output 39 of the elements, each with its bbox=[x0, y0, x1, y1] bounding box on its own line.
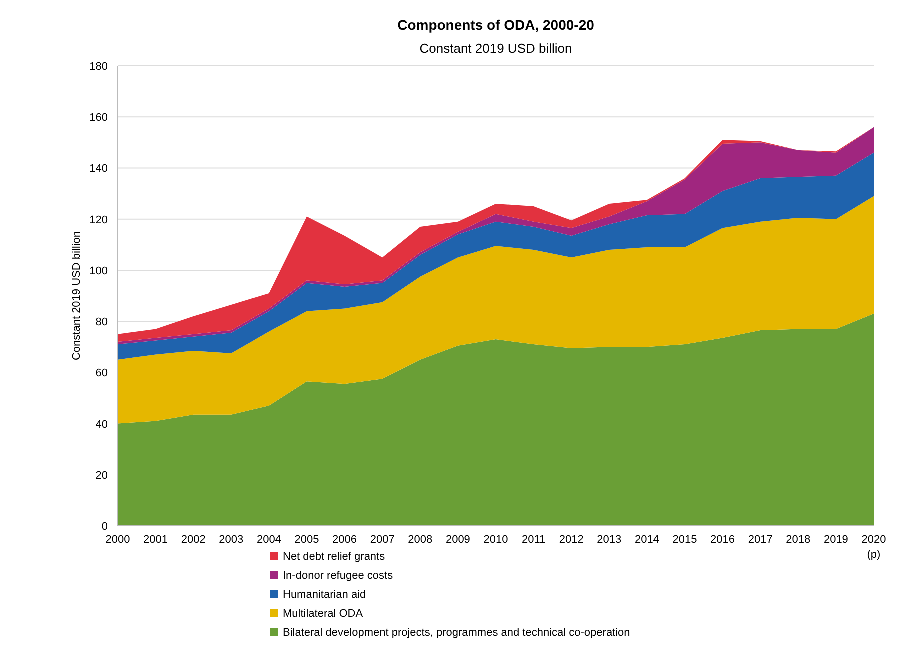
y-tick-label: 100 bbox=[90, 265, 108, 278]
y-tick-label: 0 bbox=[102, 521, 108, 533]
x-tick-label: 2009 bbox=[446, 534, 470, 546]
x-tick-label: 2014 bbox=[634, 534, 660, 546]
legend-label: Humanitarian aid bbox=[283, 589, 366, 601]
y-tick-label: 120 bbox=[90, 214, 108, 226]
legend-label: Multilateral ODA bbox=[283, 608, 364, 620]
y-tick-label: 40 bbox=[96, 418, 108, 431]
x-tick-label: 2011 bbox=[522, 534, 546, 546]
y-axis-title: Constant 2019 USD billion bbox=[71, 231, 83, 361]
x-tick-label: 2005 bbox=[294, 534, 320, 546]
x-tick-label: 2012 bbox=[559, 534, 584, 546]
chart-title: Components of ODA, 2000-20 bbox=[398, 17, 595, 33]
x-tick-label: 2006 bbox=[332, 534, 358, 546]
chart-subtitle: Constant 2019 USD billion bbox=[420, 41, 572, 56]
legend-label: Bilateral development projects, programmes and technical co-operation bbox=[283, 627, 630, 639]
x-tick-label: 2008 bbox=[408, 534, 433, 546]
y-tick-label: 140 bbox=[90, 163, 108, 176]
x-tick-label: 2004 bbox=[256, 534, 282, 546]
y-tick-label: 20 bbox=[96, 470, 108, 482]
x-tick-label: 2013 bbox=[597, 534, 622, 546]
x-tick-label: 2002 bbox=[181, 534, 206, 546]
x-tick-label: 2015 bbox=[672, 534, 698, 546]
y-tick-label: 160 bbox=[90, 112, 108, 124]
x-tick-label: 2018 bbox=[786, 534, 811, 546]
x-tick-label: 2000 bbox=[106, 534, 130, 546]
x-tick-label: 2017 bbox=[748, 534, 773, 546]
y-tick-label: 60 bbox=[96, 368, 108, 380]
x-tick-label: 2007 bbox=[370, 534, 395, 546]
legend-label: In-donor refugee costs bbox=[283, 570, 394, 582]
x-tick-label: 2016 bbox=[710, 534, 736, 546]
x-tick-label: 2019 bbox=[824, 534, 848, 546]
x-tick-label: 2003 bbox=[219, 534, 244, 546]
legend-label: Net debt relief grants bbox=[283, 551, 386, 563]
y-tick-label: 180 bbox=[90, 61, 108, 73]
x-tick-label: 2010 bbox=[484, 534, 508, 546]
x-tick-label: 2020 (p) bbox=[862, 534, 886, 561]
y-tick-label: 80 bbox=[96, 316, 108, 329]
x-tick-label: 2001 bbox=[144, 534, 168, 546]
